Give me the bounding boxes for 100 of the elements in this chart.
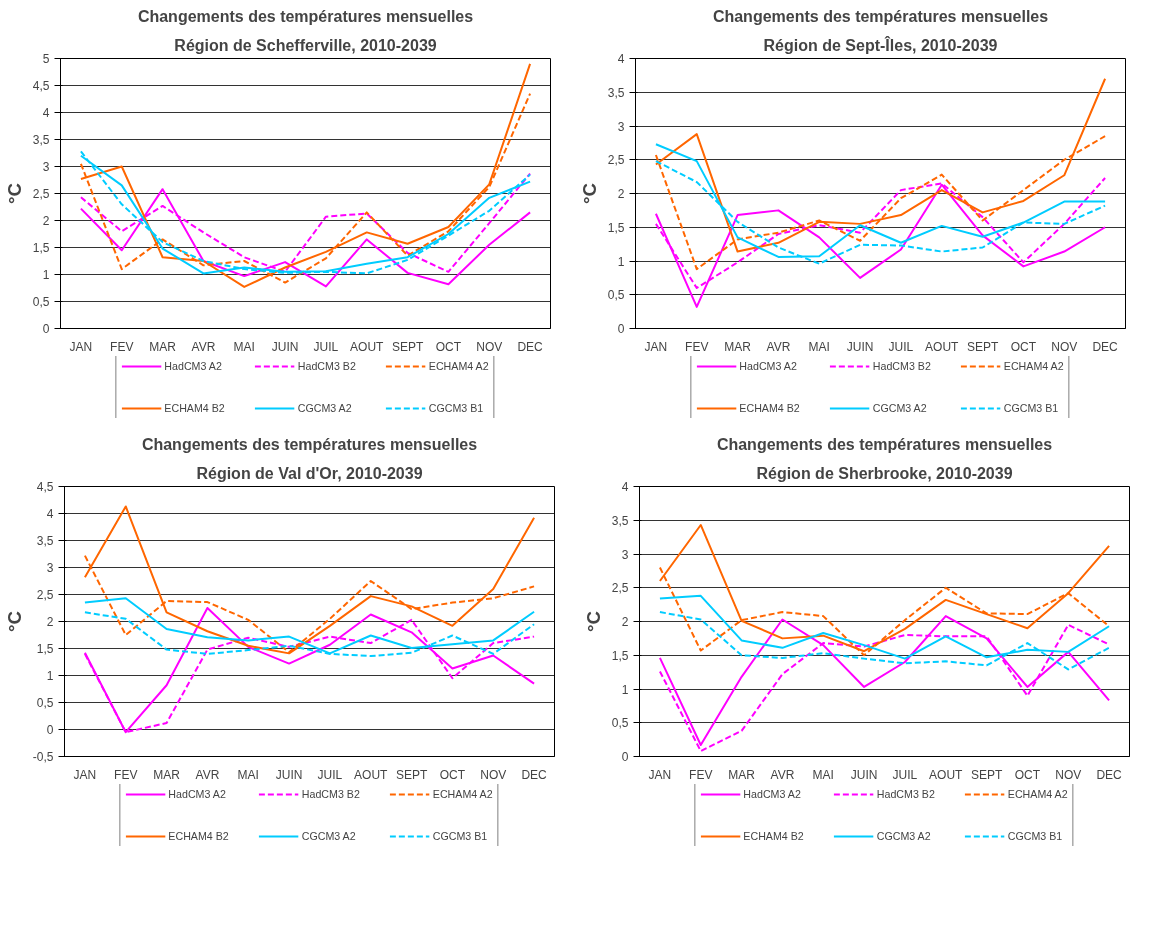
line-series: [658, 523, 1111, 653]
legend-label: HadCM3 B2: [297, 360, 356, 372]
x-tick-label: FEV: [110, 339, 134, 354]
x-tick-label: OCT: [1014, 767, 1041, 782]
y-tick-label: 3,5: [32, 133, 50, 147]
y-tick-label: 4: [621, 480, 629, 494]
x-tick-label: FEV: [114, 767, 138, 782]
x-tick-label: JUIN: [850, 767, 878, 782]
x-tick-label: MAI: [808, 339, 830, 354]
y-tick-label: 1: [46, 669, 54, 683]
x-tick-label: JUIN: [846, 339, 874, 354]
x-tick-label: MAI: [237, 767, 259, 782]
legend-label: HadCM3 B2: [301, 788, 360, 800]
y-tick-label: 0: [42, 322, 50, 336]
y-axis-title: °C: [578, 183, 600, 204]
legend-label: ECHAM4 A2: [432, 788, 493, 800]
x-tick-label: AOUT: [350, 339, 385, 354]
legend-label: HadCM3 A2: [168, 788, 226, 800]
y-tick-label: 3: [621, 547, 629, 562]
x-tick-label: NOV: [1055, 767, 1082, 782]
line-series: [83, 597, 536, 655]
legend-label: HadCM3 B2: [872, 360, 931, 372]
x-tick-label: SEPT: [970, 767, 1003, 782]
y-tick-label: 2: [621, 615, 629, 629]
y-tick-label: 1,5: [607, 220, 625, 235]
x-tick-label: OCT: [439, 767, 466, 782]
y-tick-label: 3,5: [36, 534, 54, 548]
legend-label: ECHAM4 B2: [739, 402, 800, 414]
y-tick-label: 0: [617, 322, 625, 336]
y-tick-label: 0,5: [607, 288, 625, 303]
y-axis-title: °C: [3, 183, 25, 204]
y-tick-label: 1,5: [611, 648, 629, 663]
x-tick-label: SEPT: [391, 339, 424, 354]
x-tick-label: JUIN: [275, 767, 303, 782]
x-tick-label: MAI: [233, 339, 255, 354]
x-tick-label: MAR: [149, 339, 177, 354]
x-tick-label: JUIL: [317, 767, 343, 782]
y-tick-label: 2,5: [36, 588, 54, 602]
y-tick-label: 0: [621, 750, 629, 764]
legend-label: ECHAM4 A2: [1003, 360, 1064, 372]
x-tick-label: JAN: [69, 339, 93, 354]
chart-subtitle: Région de Val d'Or, 2010-2039: [196, 464, 423, 482]
x-tick-label: JUIL: [892, 767, 918, 782]
chart-title: Changements des températures mensuelles: [712, 7, 1049, 25]
x-tick-label: AVR: [191, 339, 216, 354]
x-tick-label: MAI: [812, 767, 834, 782]
x-tick-label: OCT: [435, 339, 462, 354]
y-tick-label: 2,5: [32, 187, 50, 201]
x-tick-label: JAN: [73, 767, 97, 782]
x-tick-label: SEPT: [966, 339, 999, 354]
x-tick-label: OCT: [1010, 339, 1037, 354]
legend-label: HadCM3 A2: [739, 360, 797, 372]
y-tick-label: 3: [42, 160, 50, 174]
y-tick-label: 4,5: [32, 79, 50, 93]
y-axis-title: °C: [582, 611, 604, 632]
y-tick-label: 1,5: [36, 642, 54, 656]
x-tick-label: DEC: [521, 767, 548, 782]
y-axis-title: °C: [3, 611, 25, 632]
y-tick-label: 3: [617, 119, 625, 134]
legend-label: CGCM3 B1: [1003, 402, 1059, 414]
chart-title: Changements des températures mensuelles: [716, 435, 1053, 453]
y-tick-label: 1,5: [32, 241, 50, 255]
x-tick-label: MAR: [728, 767, 756, 782]
y-tick-label: 0,5: [611, 716, 629, 731]
x-tick-label: AOUT: [929, 767, 964, 782]
legend-label: ECHAM4 A2: [428, 360, 489, 372]
x-tick-label: AOUT: [925, 339, 960, 354]
legend-label: ECHAM4 B2: [168, 830, 229, 842]
x-tick-label: JUIL: [888, 339, 914, 354]
y-tick-label: 4: [46, 507, 54, 521]
legend-label: CGCM3 B1: [1007, 830, 1063, 842]
line-series: [83, 505, 536, 655]
x-tick-label: AVR: [770, 767, 795, 782]
x-tick-label: AOUT: [354, 767, 389, 782]
x-tick-label: AVR: [766, 339, 791, 354]
y-tick-label: 0,5: [36, 696, 54, 710]
y-tick-label: 1: [42, 268, 50, 282]
legend-label: CGCM3 A2: [876, 830, 931, 842]
x-tick-label: FEV: [685, 339, 709, 354]
x-tick-label: DEC: [1096, 767, 1123, 782]
legend-label: ECHAM4 A2: [1007, 788, 1068, 800]
y-tick-label: 4: [617, 52, 625, 66]
x-tick-label: NOV: [476, 339, 503, 354]
y-tick-label: 2: [617, 187, 625, 201]
legend-label: CGCM3 A2: [297, 402, 352, 414]
legend-label: ECHAM4 B2: [743, 830, 804, 842]
legend-label: HadCM3 B2: [876, 788, 935, 800]
y-tick-label: 4,5: [36, 480, 54, 494]
legend-label: HadCM3 A2: [743, 788, 801, 800]
chart-title: Changements des températures mensuelles: [137, 7, 474, 25]
x-tick-label: DEC: [517, 339, 544, 354]
line-series: [79, 62, 532, 288]
y-tick-label: 2: [46, 615, 54, 629]
legend-label: CGCM3 B1: [428, 402, 484, 414]
y-tick-label: 1: [617, 254, 625, 269]
x-tick-label: JAN: [648, 767, 672, 782]
x-tick-label: NOV: [480, 767, 507, 782]
legend-label: CGCM3 A2: [301, 830, 356, 842]
y-tick-label: 0,5: [32, 295, 50, 309]
y-tick-label: 5: [42, 52, 50, 66]
